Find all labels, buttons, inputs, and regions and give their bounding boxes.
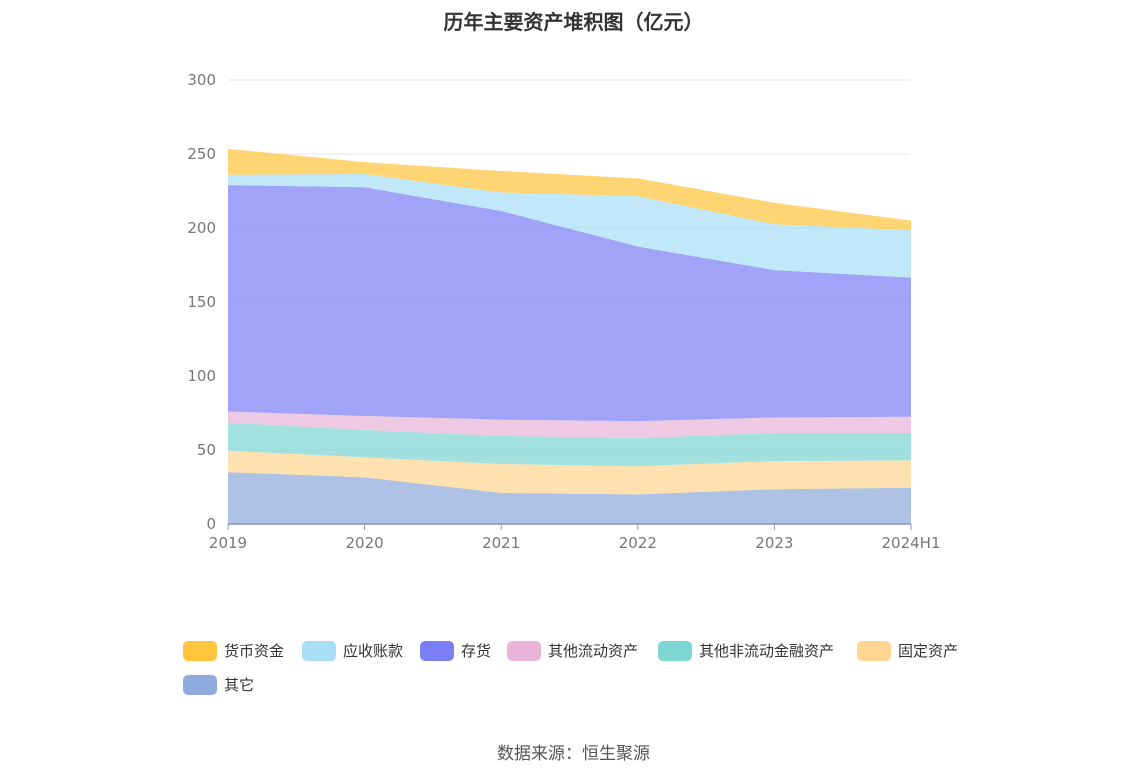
y-tick-label: 50 xyxy=(197,441,216,459)
area-series-应收账款[interactable] xyxy=(228,173,911,278)
legend-item-guding[interactable]: 固定资产 xyxy=(857,640,958,661)
chart-title: 历年主要资产堆积图（亿元） xyxy=(443,10,704,34)
legend-label: 其它 xyxy=(224,676,255,694)
legend-swatch xyxy=(857,640,891,661)
x-tick-label: 2020 xyxy=(346,534,384,552)
legend-label: 固定资产 xyxy=(898,642,959,660)
legend-item-qita[interactable]: 其它 xyxy=(183,674,254,695)
x-tick-label: 2021 xyxy=(482,534,520,552)
data-source: 数据来源：恒生聚源 xyxy=(497,744,650,764)
area-series-其它[interactable] xyxy=(228,472,911,524)
legend-swatch xyxy=(507,640,541,661)
y-tick-label: 150 xyxy=(187,293,216,311)
legend-swatch xyxy=(183,674,217,695)
area-series-其他非流动金融资产[interactable] xyxy=(228,422,911,467)
legend-label: 应收账款 xyxy=(343,642,404,660)
legend-swatch xyxy=(302,640,336,661)
y-tick-label: 200 xyxy=(187,219,216,237)
legend-label: 其他非流动金融资产 xyxy=(699,642,835,660)
legend-item-cunhuo[interactable]: 存货 xyxy=(420,640,491,661)
y-tick-label: 0 xyxy=(206,515,216,533)
legend-item-qitafeiliudong[interactable]: 其他非流动金融资产 xyxy=(658,640,834,661)
legend-swatch xyxy=(420,640,454,661)
axes: 0 50 100 150 200 250 300 2019 2020 2021 2022 2023 20… xyxy=(187,71,940,552)
x-tick-label: 2022 xyxy=(619,534,657,552)
x-tick-label: 2023 xyxy=(755,534,793,552)
area-series-固定资产[interactable] xyxy=(228,450,911,495)
x-tick-label: 2024H1 xyxy=(882,534,941,552)
legend-swatch xyxy=(658,640,692,661)
legend-swatch xyxy=(183,640,217,661)
area-series-group xyxy=(228,148,911,524)
x-tick-label: 2019 xyxy=(209,534,247,552)
legend-item-qitaliudong[interactable]: 其他流动资产 xyxy=(507,640,638,661)
legend-label: 货币资金 xyxy=(224,642,285,660)
legend-label: 其他流动资产 xyxy=(548,642,639,660)
legend-item-huobi[interactable]: 货币资金 xyxy=(183,640,284,661)
y-tick-label: 250 xyxy=(187,145,216,163)
y-tick-label: 100 xyxy=(187,367,216,385)
area-series-其他流动资产[interactable] xyxy=(228,411,911,439)
area-series-货币资金[interactable] xyxy=(228,148,911,231)
area-series-存货[interactable] xyxy=(228,185,911,422)
legend-label: 存货 xyxy=(461,642,492,660)
stacked-area-chart: 0 50 100 150 200 250 300 2019 2020 2021 2022 2023 20… xyxy=(187,71,940,552)
legend-item-yingshou[interactable]: 应收账款 xyxy=(302,640,403,661)
y-tick-label: 300 xyxy=(187,71,216,89)
